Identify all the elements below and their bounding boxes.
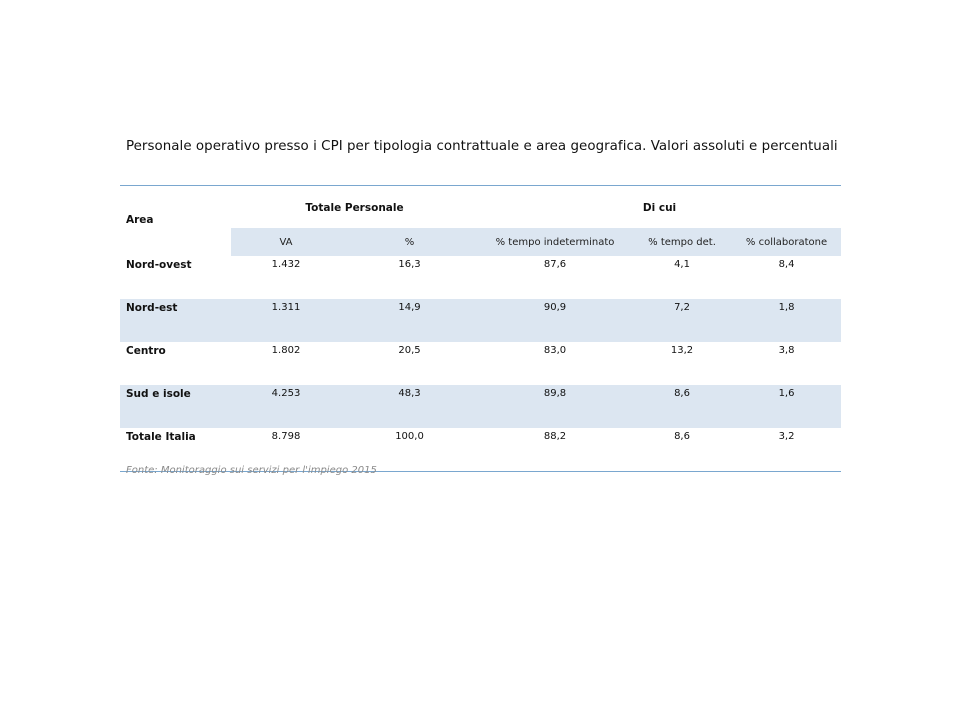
row-area: Nord-ovest xyxy=(126,259,192,271)
cell-tempo-det: 7,2 xyxy=(632,299,733,342)
cell-va: 1.802 xyxy=(271,345,301,356)
cell-tempo-det: 8,6 xyxy=(674,431,690,442)
row-area: Sud e isole xyxy=(120,385,231,428)
row-area: Nord-est xyxy=(120,299,231,342)
subheader-collaboratone: % collaboratone xyxy=(732,228,842,256)
cell-tempo-det: 8,6 xyxy=(632,385,733,428)
group-header-di-cui: Di cui xyxy=(642,202,677,214)
cell-collaboratone: 3,8 xyxy=(778,345,795,356)
subheader-va: VA xyxy=(231,228,341,256)
cell-va: 1.311 xyxy=(231,299,341,342)
group-header-totale-personale: Totale Personale xyxy=(305,202,404,214)
subheader-percent: % xyxy=(341,228,479,256)
table-row: Nord-ovest 1.432 16,3 87,6 4,1 8,4 xyxy=(120,256,841,299)
data-table: Area Totale Personale Di cui VA % % temp… xyxy=(120,185,842,472)
subheader-tempo-indeterminato: % tempo indeterminato xyxy=(478,228,633,256)
table-row: Centro 1.802 20,5 83,0 13,2 3,8 xyxy=(120,342,841,385)
table-row-total: Totale Italia 8.798 100,0 88,2 8,6 3,2 xyxy=(120,428,841,472)
cell-tempo-indeterminato: 90,9 xyxy=(478,299,633,342)
source-note: Fonte: Monitoraggio sui servizi per l'im… xyxy=(126,465,377,476)
row-area: Centro xyxy=(126,345,166,357)
cell-tempo-indeterminato: 83,0 xyxy=(543,345,567,356)
row-area: Totale Italia xyxy=(126,431,196,443)
cell-percent: 14,9 xyxy=(341,299,479,342)
cell-tempo-det: 13,2 xyxy=(670,345,694,356)
cell-percent: 100,0 xyxy=(395,431,424,442)
cell-percent: 48,3 xyxy=(341,385,479,428)
cell-percent: 20,5 xyxy=(398,345,421,356)
cell-collaboratone: 3,2 xyxy=(778,431,795,442)
cell-collaboratone: 1,6 xyxy=(732,385,842,428)
table-title: Personale operativo presso i CPI per tip… xyxy=(126,139,838,154)
cell-tempo-indeterminato: 89,8 xyxy=(478,385,633,428)
area-column-header: Area xyxy=(126,214,154,226)
cell-collaboratone: 1,8 xyxy=(732,299,842,342)
cell-tempo-det: 4,1 xyxy=(674,259,690,270)
cell-collaboratone: 8,4 xyxy=(778,259,795,270)
cell-percent: 16,3 xyxy=(398,259,421,270)
table-row: Sud e isole 4.253 48,3 89,8 8,6 1,6 xyxy=(120,385,842,428)
subheader-tempo-det: % tempo det. xyxy=(632,228,733,256)
cell-va: 1.432 xyxy=(271,259,301,270)
cell-va: 4.253 xyxy=(231,385,341,428)
cell-va: 8.798 xyxy=(271,431,301,442)
cell-tempo-indeterminato: 88,2 xyxy=(543,431,567,442)
table-row: Nord-est 1.311 14,9 90,9 7,2 1,8 xyxy=(120,299,842,342)
cell-tempo-indeterminato: 87,6 xyxy=(543,259,567,270)
